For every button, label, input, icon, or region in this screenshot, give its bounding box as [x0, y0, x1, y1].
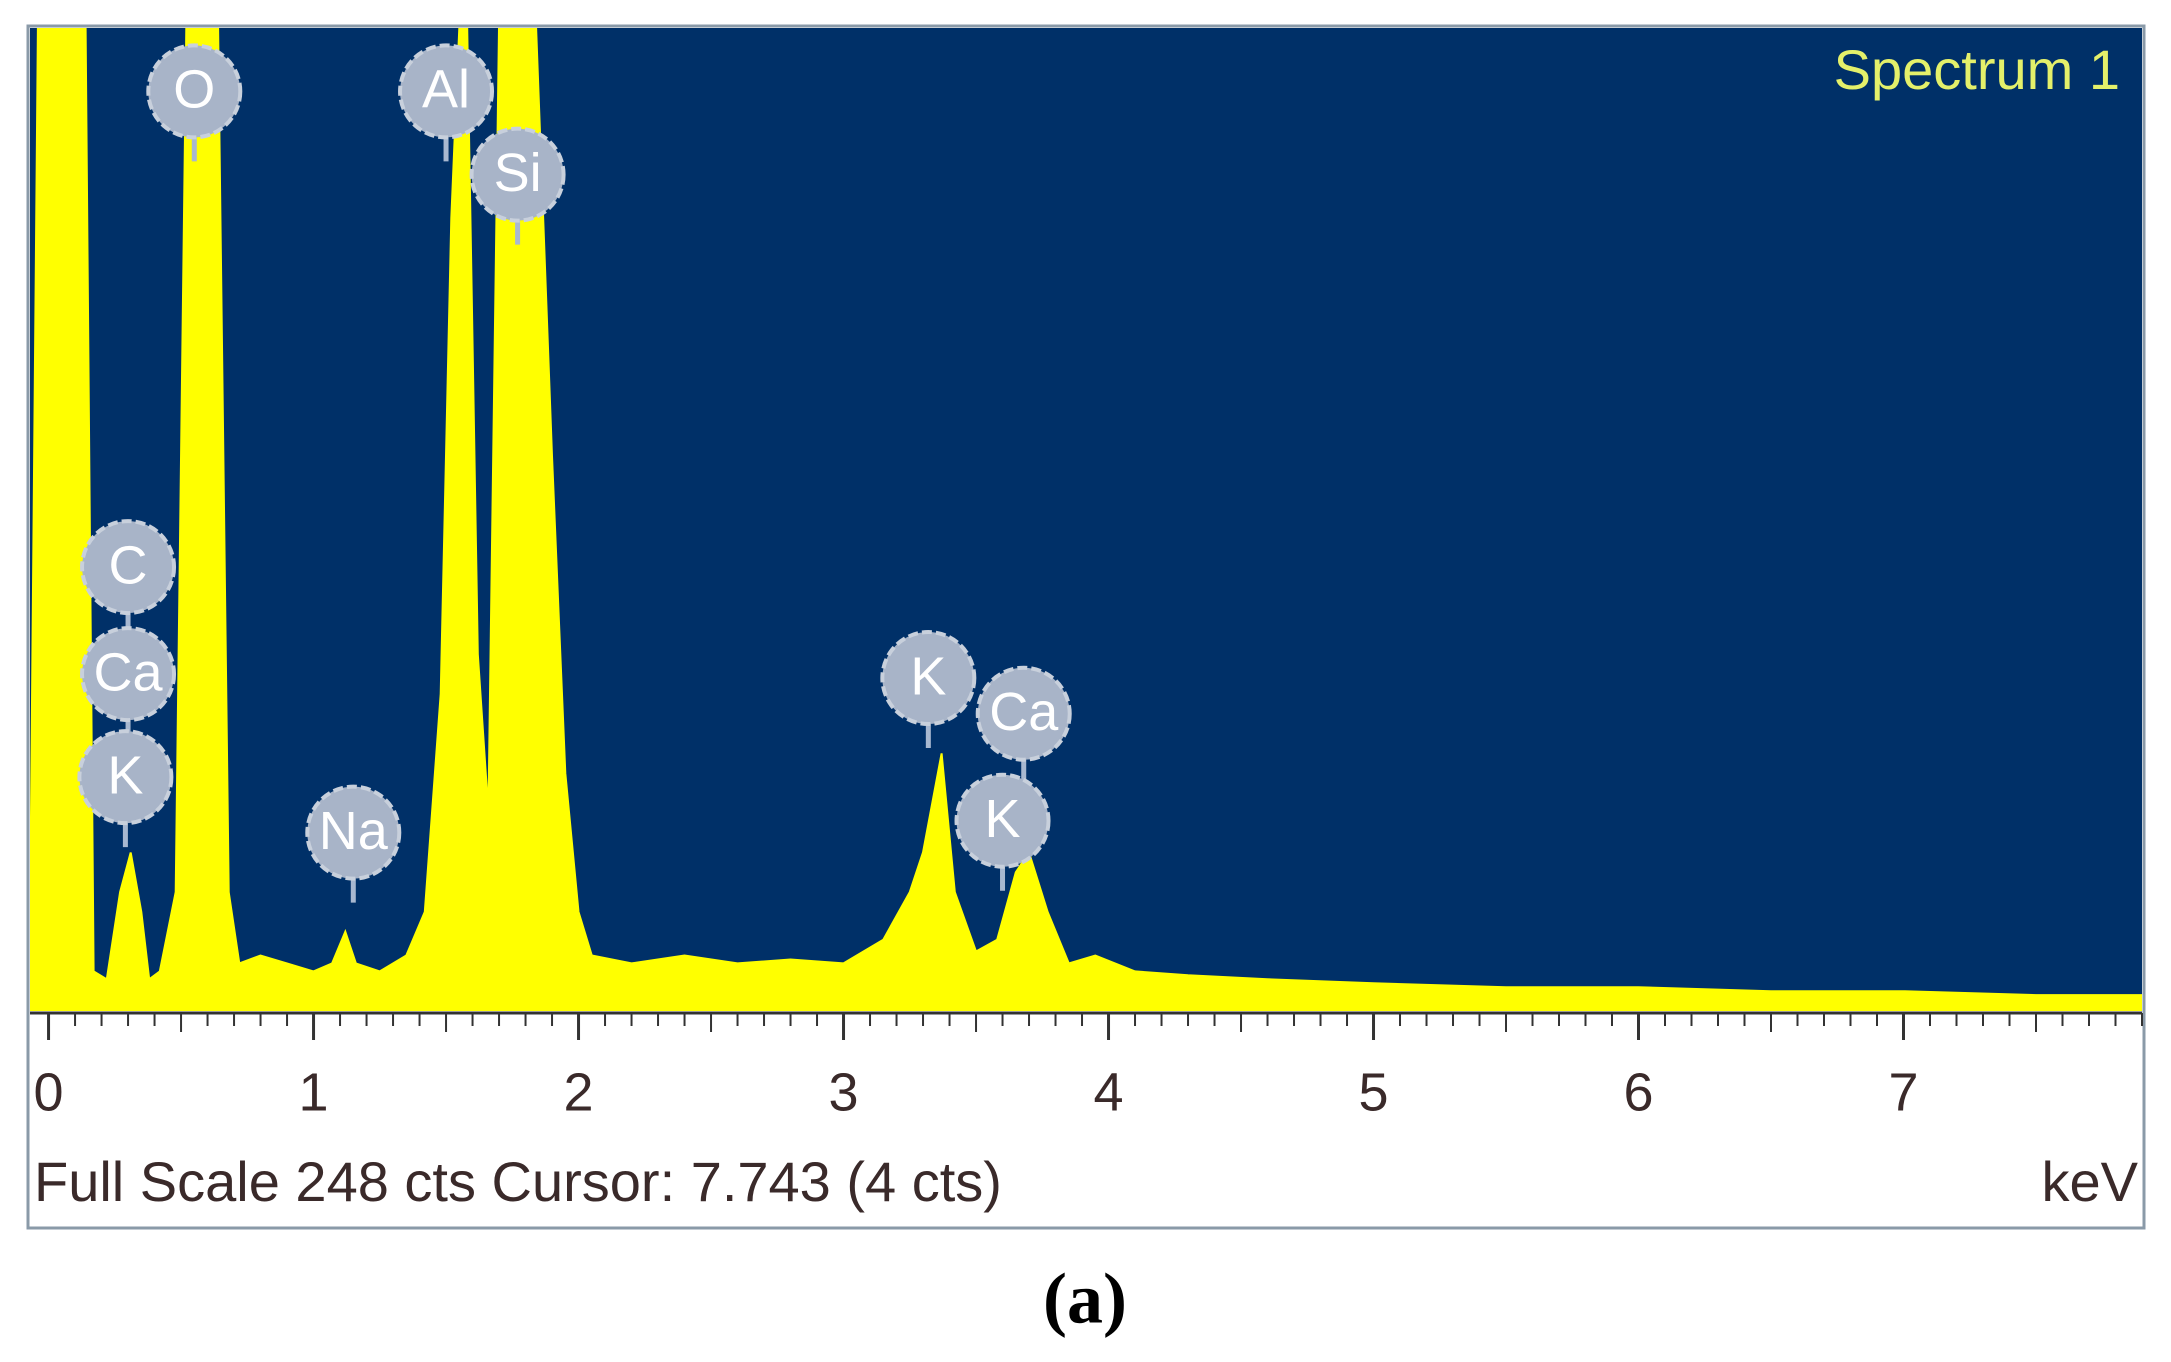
x-tick-label: 0	[34, 1062, 64, 1122]
x-tick-label: 7	[1888, 1062, 1918, 1122]
peak-label: Na	[305, 784, 402, 903]
peak-label-badge	[469, 126, 566, 223]
footer: Full Scale 248 cts Cursor: 7.743 (4 cts)	[34, 1150, 1002, 1213]
peak-label: Ca	[80, 626, 177, 745]
peak-label-badge	[954, 772, 1051, 869]
x-tick-label: 6	[1623, 1062, 1653, 1122]
peak-label-text: Al	[422, 60, 470, 120]
peak-label: Al	[398, 43, 495, 162]
peak-label-text: Si	[494, 143, 542, 203]
caption: (a)	[1043, 1259, 1127, 1339]
peak-label-text: Ca	[94, 642, 164, 702]
x-axis-label: keV	[2042, 1150, 2139, 1213]
peak-label: Si	[469, 126, 566, 245]
peak-label-text: C	[109, 535, 148, 595]
x-tick-label: 4	[1094, 1062, 1124, 1122]
peak-label: K	[954, 772, 1051, 891]
peak-label-text: K	[910, 646, 946, 706]
peak-label: Ca	[975, 665, 1072, 784]
x-tick-label: 3	[829, 1062, 859, 1122]
spectrum-area	[30, 28, 2142, 1011]
peak-label-text: K	[107, 745, 143, 805]
peak-label-text: K	[985, 789, 1021, 849]
peak-label: C	[80, 519, 177, 638]
peak-label: K	[77, 729, 174, 848]
x-tick-label: 2	[564, 1062, 594, 1122]
peak-label: O	[146, 43, 243, 162]
peak-label-badge	[975, 665, 1072, 762]
peak-label-text: O	[173, 60, 215, 120]
x-tick-label: 5	[1358, 1062, 1388, 1122]
peak-label-badge	[880, 630, 977, 727]
peak-label-badge	[146, 43, 243, 140]
peak-label-text: Ca	[989, 682, 1059, 742]
plot-area	[30, 28, 2142, 1011]
x-tick-label: 1	[299, 1062, 329, 1122]
peak-label-text: Na	[319, 801, 389, 861]
chart-title: Spectrum 1	[1834, 38, 2120, 101]
peak-label-badge	[77, 729, 174, 826]
peak-label-badge	[80, 519, 177, 616]
peak-label-badge	[305, 784, 402, 881]
peak-label: K	[880, 630, 977, 749]
peak-label-badge	[398, 43, 495, 140]
peak-label-badge	[80, 626, 177, 723]
